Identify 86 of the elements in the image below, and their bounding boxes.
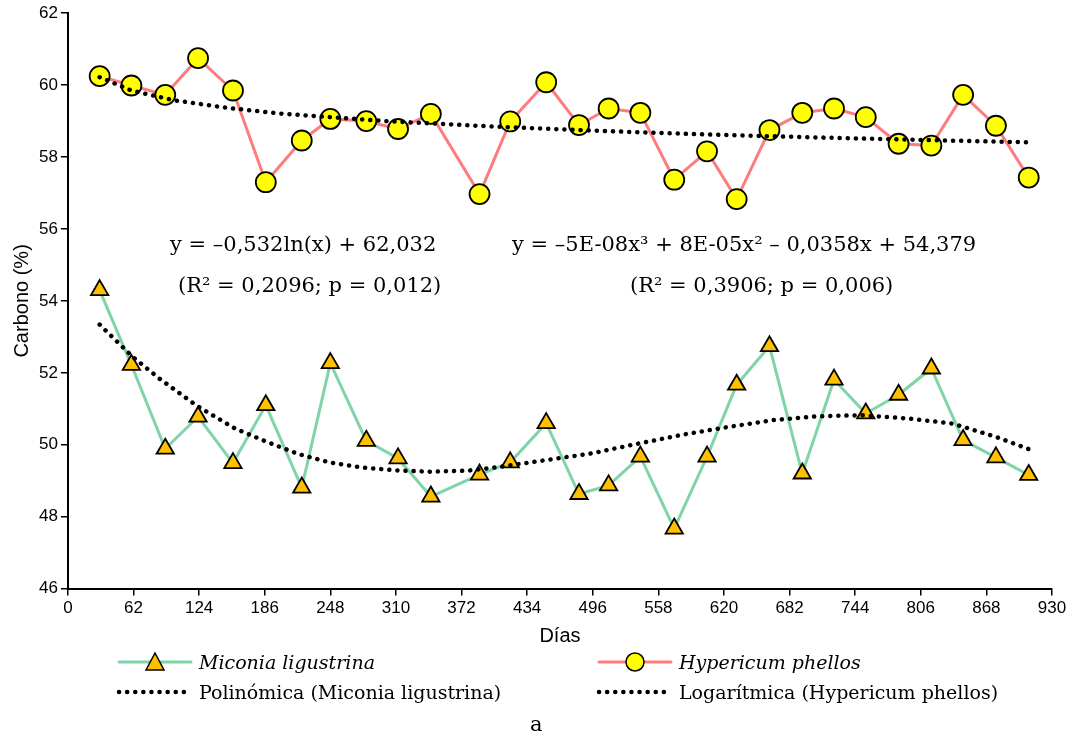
x-tick-label: 930 (1037, 598, 1067, 618)
legend-label: Hypericum phellos (679, 651, 861, 673)
point (320, 352, 340, 370)
x-tick-label: 806 (906, 598, 935, 618)
point (468, 183, 491, 205)
y-tick-label: 62 (38, 2, 58, 22)
annotation: (R² = 0,2096; p = 0,012) (178, 273, 442, 297)
point (824, 368, 844, 386)
point (388, 447, 408, 465)
legend-label: Polinómica (Miconia ligustrina) (199, 681, 502, 703)
point (759, 335, 780, 353)
point (921, 357, 941, 375)
x-tick-label: 372 (447, 598, 476, 618)
y-tick-label: 48 (38, 506, 58, 526)
point (725, 188, 748, 211)
annotation: y = –5E-08x³ + 8E-05x² – 0,0358x + 54,379 (512, 232, 977, 256)
point (920, 134, 943, 157)
point (419, 103, 442, 125)
point (121, 354, 141, 371)
point (188, 405, 208, 423)
x-tick-label: 248 (316, 598, 345, 618)
y-tick-label: 50 (38, 434, 58, 454)
point (952, 83, 975, 106)
y-tick-label: 46 (38, 578, 58, 598)
legend-label: Logarítmica (Hypericum phellos) (679, 681, 999, 703)
point (90, 279, 110, 297)
legend-label: Miconia ligustrina (199, 651, 375, 673)
point (1019, 464, 1039, 481)
point (854, 106, 877, 129)
point (535, 71, 558, 94)
y-tick-label: 56 (38, 218, 58, 238)
point (155, 437, 175, 455)
point (727, 373, 747, 391)
point (254, 171, 277, 194)
point (499, 110, 522, 133)
point (985, 114, 1007, 137)
point (387, 118, 409, 140)
point (356, 429, 376, 447)
point (696, 140, 718, 163)
point (792, 462, 812, 480)
point (791, 101, 814, 124)
point (88, 65, 111, 88)
x-tick-label: 620 (709, 598, 739, 618)
annotation: y = –0,532ln(x) + 62,032 (170, 232, 437, 256)
x-tick-label: 62 (124, 598, 143, 618)
x-tick-label: 434 (512, 598, 542, 618)
x-tick-label: 868 (972, 598, 1001, 618)
point (697, 445, 717, 463)
y-tick-label: 54 (38, 290, 58, 310)
point (597, 97, 620, 120)
x-tick-label: 744 (840, 598, 870, 618)
annotation: (R² = 0,3906; p = 0,006) (630, 273, 894, 297)
point (421, 485, 441, 503)
point (256, 394, 276, 412)
point (292, 476, 312, 494)
x-tick-label: 558 (644, 598, 673, 618)
point (889, 383, 909, 401)
point (664, 517, 684, 535)
point (355, 110, 378, 132)
x-tick-label: 0 (63, 598, 73, 618)
x-tick-label: 496 (578, 598, 607, 618)
y-axis-title: Carbono (%) (9, 244, 32, 358)
y-tick-label: 60 (38, 74, 58, 94)
point (629, 101, 652, 124)
point (222, 79, 244, 102)
text: a (530, 712, 543, 736)
point (187, 47, 209, 70)
point (758, 119, 781, 141)
point (953, 429, 973, 446)
point (536, 412, 556, 430)
x-tick-label: 682 (775, 598, 804, 618)
x-tick-label: 124 (184, 598, 214, 618)
point (823, 97, 845, 120)
point (986, 446, 1006, 464)
point (1017, 166, 1040, 189)
point (630, 445, 650, 463)
x-axis-title: Días (539, 623, 581, 646)
point (223, 452, 243, 469)
x-tick-label: 310 (381, 598, 411, 618)
y-tick-label: 52 (38, 362, 58, 382)
y-tick-label: 58 (38, 146, 58, 166)
x-tick-label: 186 (250, 598, 279, 618)
point (599, 474, 619, 492)
point (290, 129, 313, 152)
point (569, 483, 589, 500)
point (663, 168, 686, 191)
